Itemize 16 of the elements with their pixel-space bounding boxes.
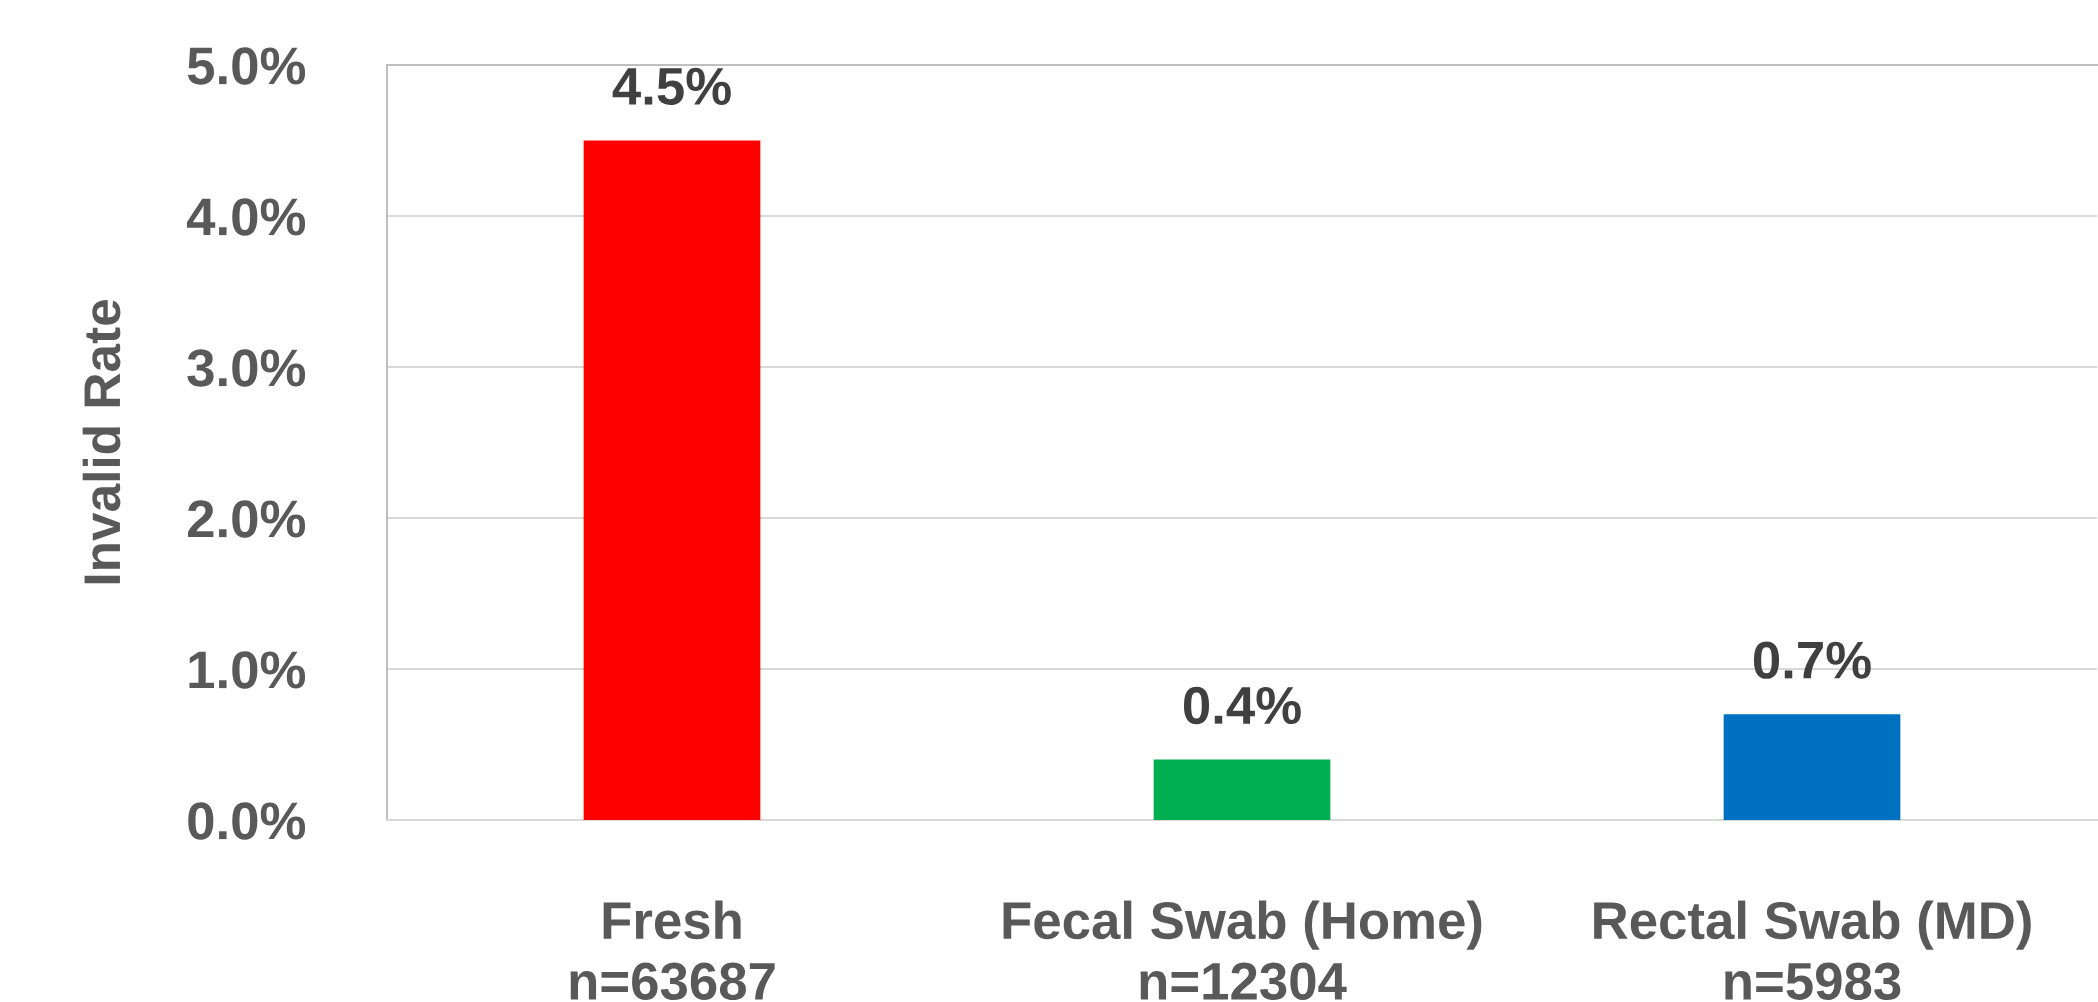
bar (1723, 714, 1901, 820)
y-tick-label: 5.0% (187, 47, 306, 85)
y-tick-label: 2.0% (187, 500, 306, 538)
data-label: 4.5% (612, 67, 731, 106)
x-tick-label: Fecal Swab (Home) n=12304 (1003, 900, 1482, 1001)
y-tick-label: 1.0% (189, 651, 306, 689)
y-tick-label: 0.0% (188, 802, 306, 840)
bar (583, 140, 761, 820)
y-tick-label: 4.0% (186, 198, 306, 236)
y-tick-label: 3.0% (187, 349, 306, 387)
bar (1153, 759, 1331, 820)
y-axis-title: Invalid Rate (82, 300, 121, 584)
x-tick-label: Rectal Swab (MD) n=5983 (1594, 900, 2031, 1001)
data-label: 0.4% (1183, 686, 1301, 725)
data-label: 0.7% (1753, 641, 1871, 679)
x-tick-label: Fresh n=63687 (570, 900, 775, 1001)
